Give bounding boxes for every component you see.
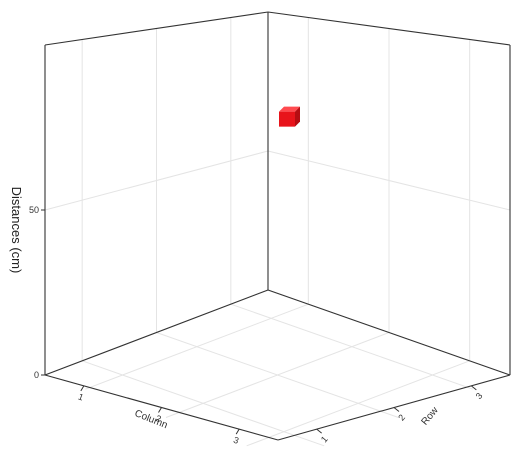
cube-front-face — [279, 111, 295, 127]
x-tick-label: 1 — [77, 391, 85, 402]
grid-line — [267, 150, 511, 211]
x-tick-mark — [80, 385, 85, 392]
floor-back-left-edge — [44, 289, 269, 376]
axis-frame — [44, 11, 511, 441]
y-tick-mark — [471, 385, 477, 391]
grid-line — [44, 150, 269, 211]
y-tick-label: 3 — [474, 391, 485, 401]
x-tick-label: 2 — [154, 413, 162, 424]
x-tick-mark — [235, 428, 240, 435]
cube-side-face — [295, 106, 300, 127]
grid-line — [246, 360, 470, 447]
grid-line — [85, 303, 309, 390]
x-axis-title: Column — [133, 408, 169, 431]
grid-line — [165, 332, 390, 418]
y-tick-label: 2 — [396, 412, 407, 422]
z-axis-title: Distances (cm) — [9, 187, 24, 274]
y-axis-title: Row — [419, 405, 441, 428]
top-left-edge — [44, 11, 269, 46]
z-tick-label: 50 — [29, 205, 39, 215]
data-points — [279, 106, 300, 127]
top-right-edge — [267, 11, 511, 46]
tick-labels: 0 50 1 2 3 1 2 3 — [29, 205, 484, 446]
data-point-cube — [279, 106, 300, 127]
y-tick-label: 1 — [319, 434, 330, 444]
floor-back-right-edge — [267, 289, 511, 376]
grid-lines — [44, 17, 511, 447]
x-tick-label: 3 — [232, 435, 240, 446]
y-tick-mark — [316, 428, 322, 434]
z-tick-label: 0 — [34, 370, 39, 380]
cube-top-face — [279, 106, 300, 112]
x-tick-mark — [158, 407, 162, 413]
y-tick-mark — [393, 407, 400, 412]
tick-marks — [41, 209, 477, 435]
